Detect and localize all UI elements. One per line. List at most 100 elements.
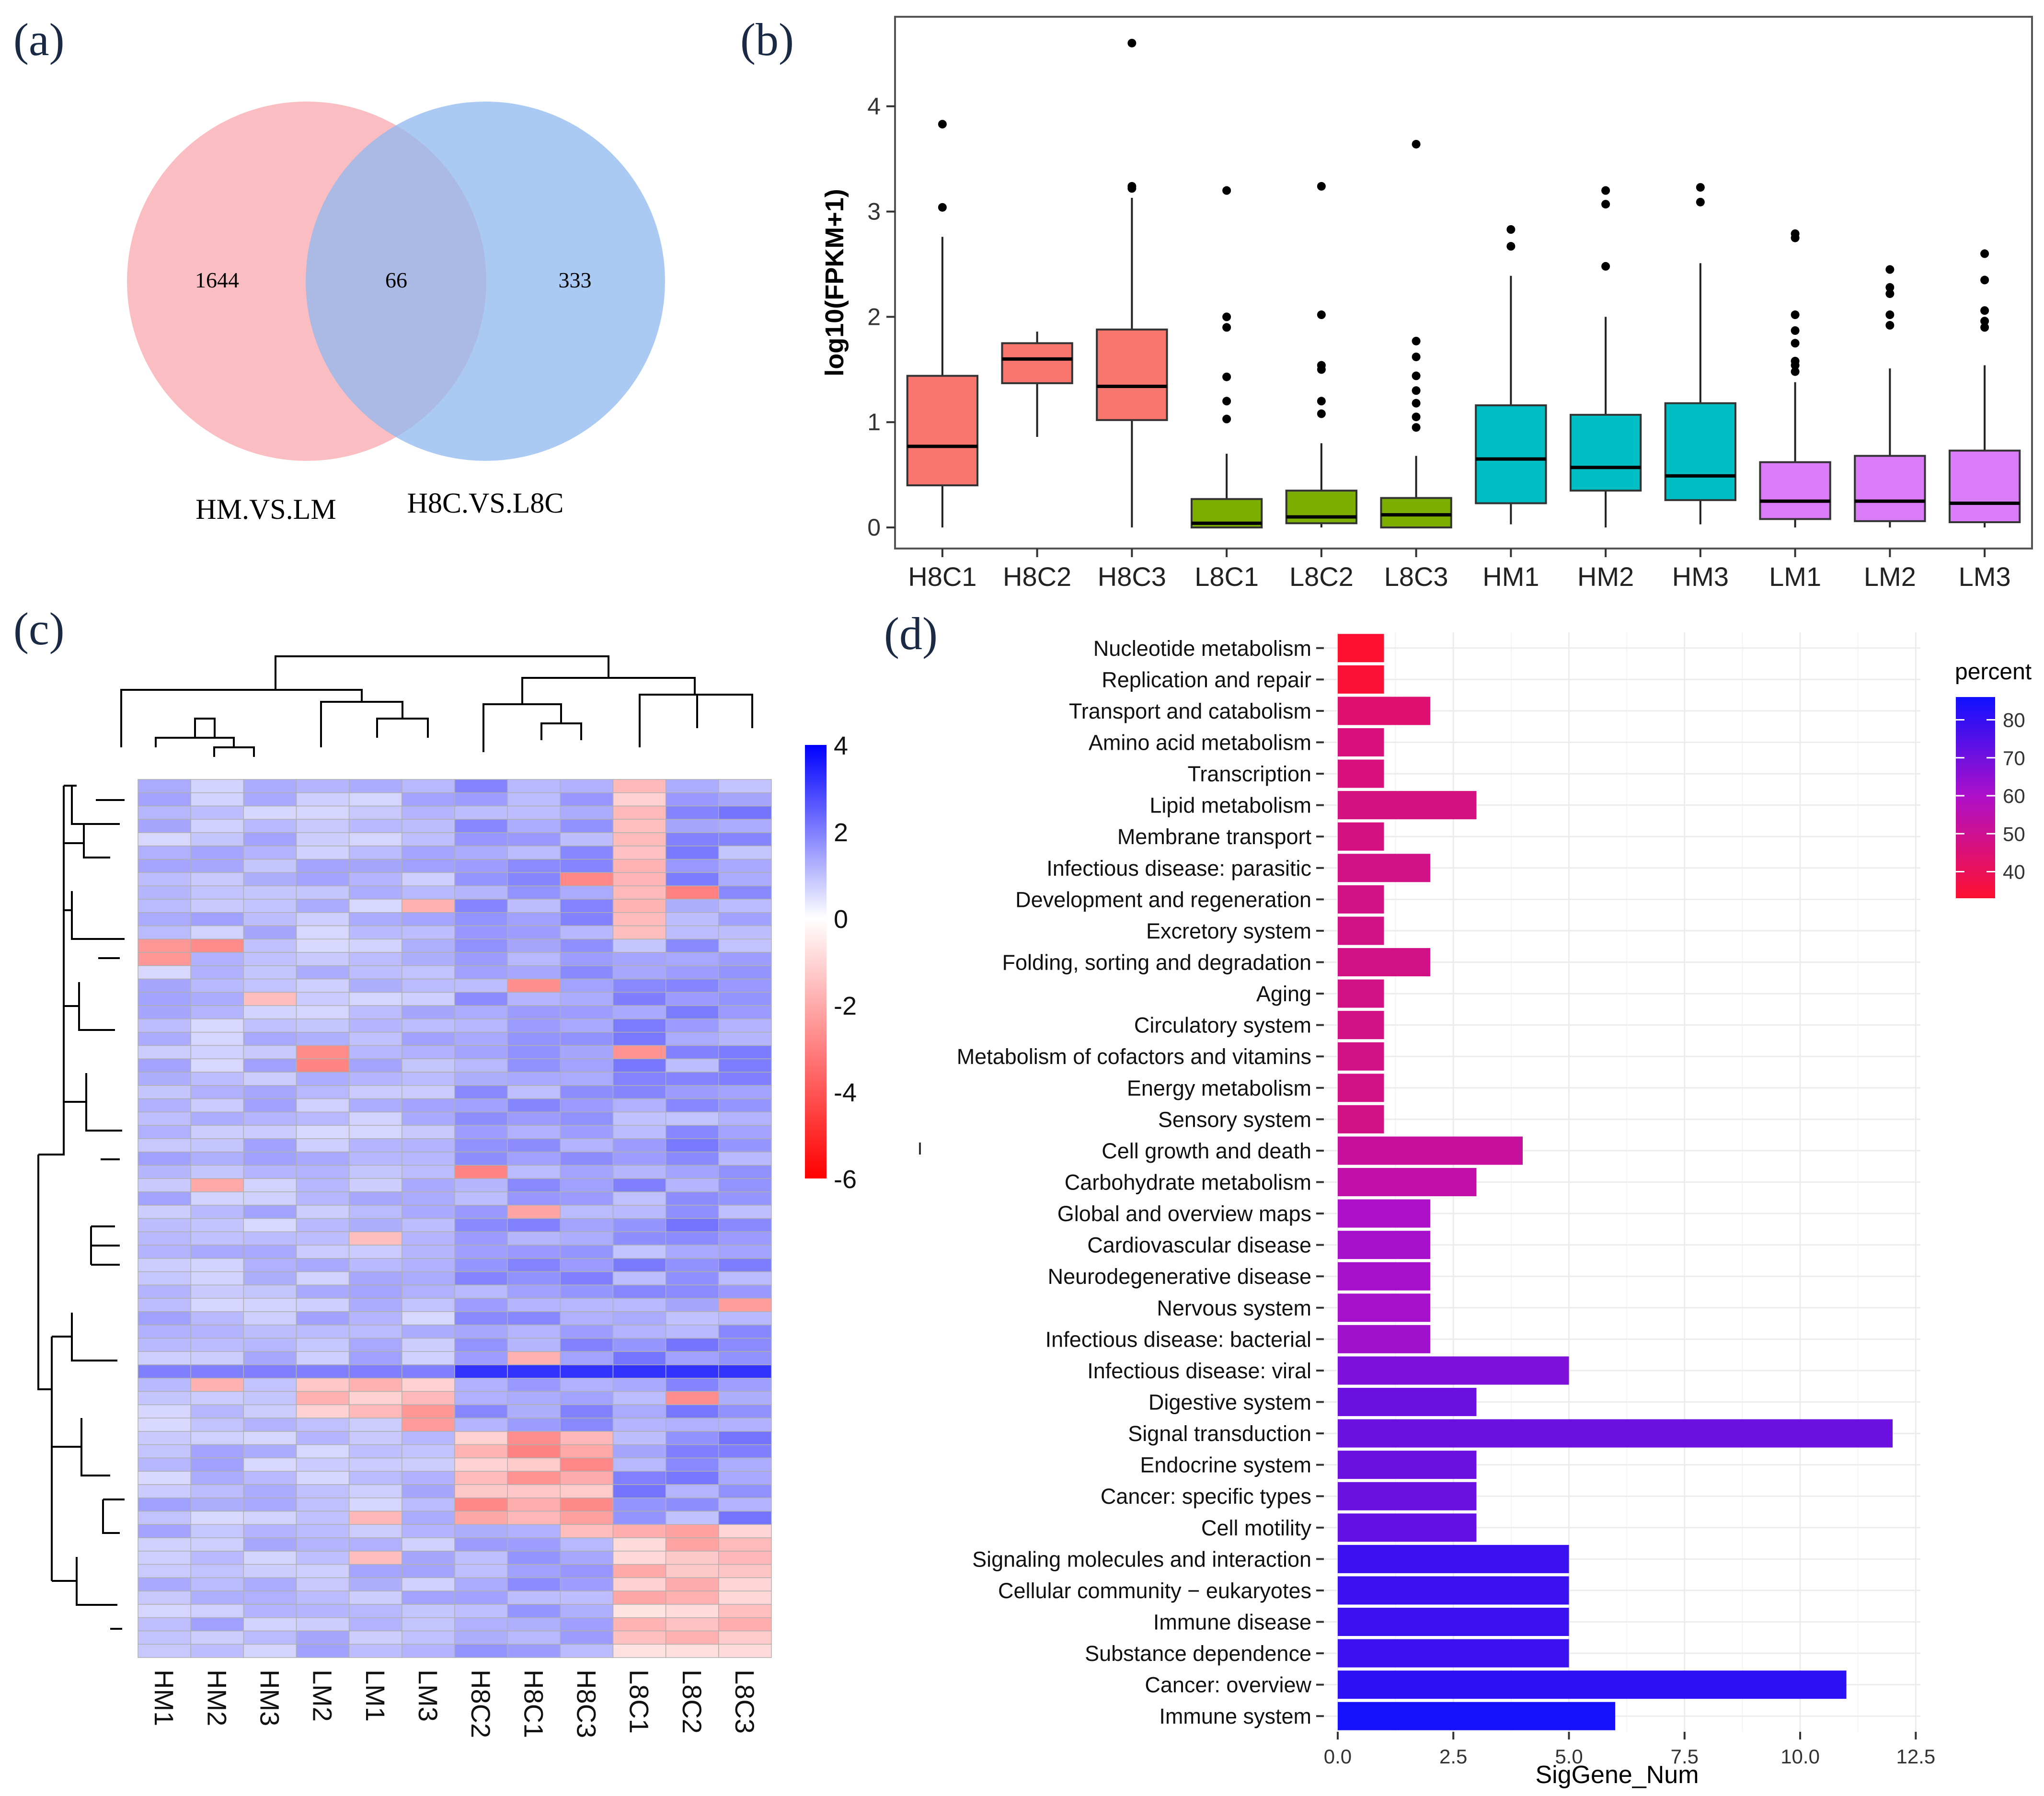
heatmap-cell: [296, 925, 350, 940]
box-outlier-point: [1601, 186, 1610, 195]
heatmap-cell: [612, 1125, 666, 1139]
heatmap-cell: [243, 1590, 297, 1605]
heatmap-cell: [507, 1098, 561, 1113]
box-xtick-label: H8C1: [908, 561, 976, 592]
heatmap-cell: [243, 1231, 297, 1246]
heatmap-cell: [296, 792, 350, 807]
heatmap-cell: [348, 1111, 402, 1126]
heatmap-cell: [718, 1444, 772, 1459]
heatmap-cell: [560, 1457, 614, 1472]
heatmap-cell: [190, 992, 244, 1006]
heatmap-cell: [507, 1510, 561, 1525]
bar-27: [1337, 1451, 1477, 1479]
heatmap-cell: [560, 952, 614, 966]
heatmap-cell: [296, 1271, 350, 1286]
heatmap-cell: [296, 965, 350, 980]
box-xtick-label: LM1: [1769, 561, 1821, 592]
heatmap-cell: [454, 1457, 508, 1472]
heatmap-cell: [296, 1311, 350, 1326]
heatmap-cell: [454, 1258, 508, 1272]
heatmap-cell: [296, 1617, 350, 1632]
heatmap-cell: [560, 938, 614, 953]
heatmap-cell: [402, 1098, 455, 1113]
row-dendrogram: [37, 785, 125, 1630]
heatmap-cell: [665, 925, 719, 940]
heatmap-cell: [190, 1484, 244, 1499]
heatmap-cell: [665, 1444, 719, 1459]
heatmap-cell: [348, 1324, 402, 1339]
heatmap-cell: [138, 1178, 191, 1192]
heatmap-cell: [507, 1471, 561, 1485]
heatmap-cell: [138, 1497, 191, 1512]
heatmap-cell: [507, 1111, 561, 1126]
heatmap-cell: [243, 1644, 297, 1658]
bar-9: [1337, 885, 1384, 914]
heatmap-cell: [190, 1551, 244, 1565]
heatmap-cell: [190, 1457, 244, 1472]
heatmap-cell: [507, 1630, 561, 1645]
heatmap-cell: [190, 1364, 244, 1379]
heatmap-cell: [402, 1604, 455, 1618]
heatmap-cell: [454, 819, 508, 833]
heatmap-cell: [665, 1111, 719, 1126]
heatmap-cell: [243, 1298, 297, 1312]
bar-22: [1337, 1293, 1430, 1322]
heatmap-cell: [507, 1537, 561, 1552]
heatmap-cell: [348, 1311, 402, 1326]
heatmap-cell: [402, 1497, 455, 1512]
heatmap-cell: [190, 1418, 244, 1432]
heatmap-cell: [560, 1191, 614, 1206]
heatmap-cell: [296, 1444, 350, 1459]
heatmap-cell: [138, 885, 191, 900]
bar-category-label: Neurodegenerative disease: [1048, 1264, 1311, 1289]
heatmap-cell: [243, 1245, 297, 1259]
heatmap-cell: [665, 1590, 719, 1605]
boxplot-panel: log10(FPKM+1) 0 1 2 3 4 H8C1 H8C2 H8C3 L8C1 L8C2…: [820, 16, 2033, 592]
bar-category-label: Cellular community − eukaryotes: [998, 1579, 1311, 1603]
heatmap-cell: [665, 1351, 719, 1365]
bar-category-label: Digestive system: [1148, 1390, 1311, 1415]
heatmap-cell: [348, 1098, 402, 1113]
heatmap-cell: [402, 1577, 455, 1591]
heatmap-cell: [138, 1590, 191, 1605]
bar-18: [1337, 1167, 1477, 1197]
heatmap-cell: [665, 978, 719, 993]
heatmap-cell: [348, 938, 402, 953]
heatmap-cell: [612, 1298, 666, 1312]
heatmap-cell: [296, 846, 350, 860]
box-xtick-label: HM3: [1672, 561, 1729, 592]
heatmap-cell: [507, 1138, 561, 1153]
heatmap-cell: [718, 1311, 772, 1326]
heatmap-cell: [243, 1085, 297, 1099]
heatmap-cell: [454, 1311, 508, 1326]
heatmap-cell: [243, 1364, 297, 1379]
heatmap-cells: [138, 779, 772, 1658]
heatmap-cell: [507, 1165, 561, 1179]
heatmap-cell: [243, 1564, 297, 1579]
heatmap-cell: [190, 1204, 244, 1219]
heatmap-cell: [507, 885, 561, 900]
heatmap-cell: [296, 1391, 350, 1406]
heatmap-cell: [243, 1151, 297, 1166]
heatmap-cell: [190, 1031, 244, 1046]
heatmap-cell: [243, 1510, 297, 1525]
bar-category-label: Nucleotide metabolism: [1093, 636, 1311, 661]
box-outlier-point: [1885, 283, 1895, 292]
heatmap-cell: [612, 1617, 666, 1632]
heatmap-cell: [718, 1630, 772, 1645]
heatmap-cell: [190, 1072, 244, 1086]
heatmap-cell: [138, 952, 191, 966]
bar-category-label: Circulatory system: [1134, 1013, 1311, 1038]
heatmap-cell: [612, 1284, 666, 1299]
heatmap-cell: [718, 1391, 772, 1406]
panel-label-d: (d): [884, 608, 938, 659]
box-ytick-label: 2: [867, 303, 881, 330]
heatmap-cell: [348, 1590, 402, 1605]
heatmap-cell: [402, 1045, 455, 1059]
heatmap-cell: [138, 1072, 191, 1086]
heatmap-cell: [243, 992, 297, 1006]
heatmap-cell: [348, 978, 402, 993]
bar-xlabel: SigGene_Num: [1535, 1761, 1699, 1789]
heatmap-cell: [296, 1577, 350, 1591]
bar-category-label: Cardiovascular disease: [1087, 1233, 1311, 1258]
